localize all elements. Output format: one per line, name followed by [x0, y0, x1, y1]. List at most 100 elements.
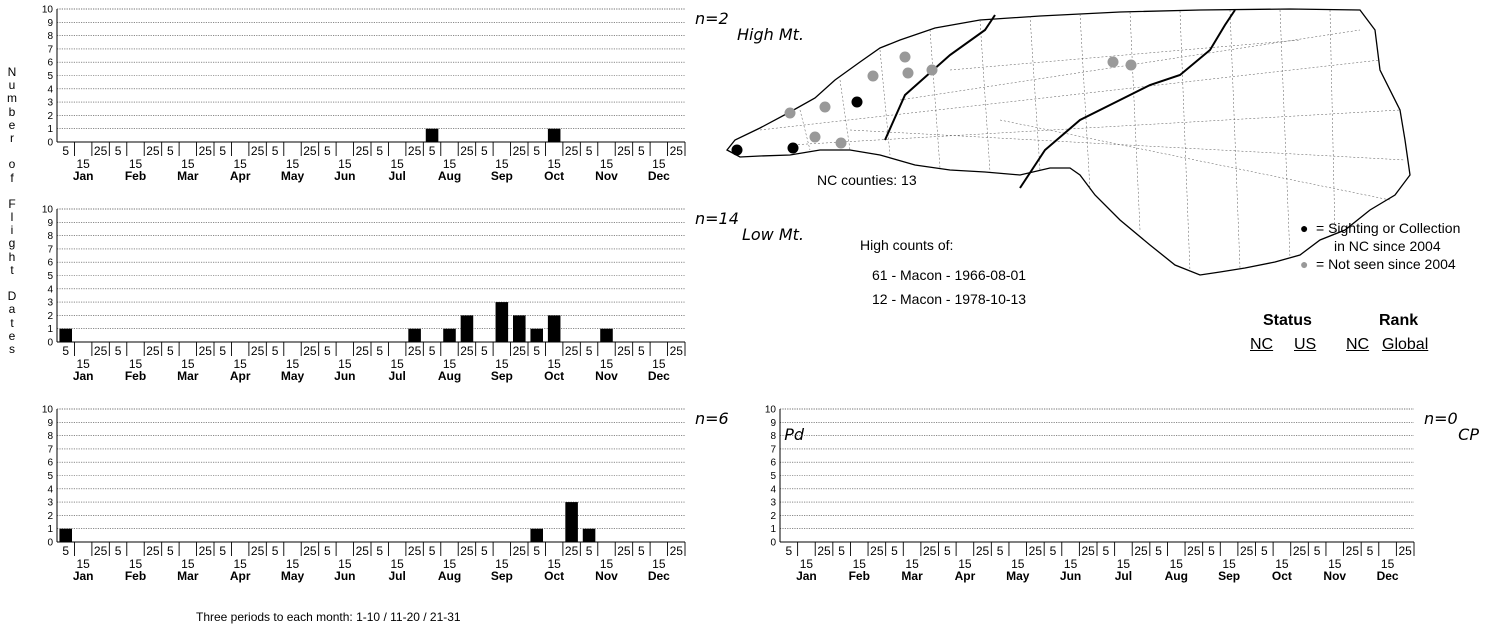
period-tick-label: 15	[958, 557, 972, 571]
period-tick-label: 5	[324, 144, 331, 158]
period-tick-label: 15	[1381, 557, 1395, 571]
region-label: CP	[1458, 425, 1479, 444]
y-tick-label: 2	[47, 311, 53, 322]
period-tick-label: 25	[617, 344, 631, 358]
month-label: Apr	[230, 169, 251, 183]
period-tick-label: 15	[76, 157, 90, 171]
nc-map	[726, 8, 1411, 276]
y-tick-label: 4	[770, 484, 776, 495]
y-tick-label: 7	[47, 444, 53, 455]
period-tick-label: 15	[286, 157, 300, 171]
period-tick-label: 25	[146, 144, 160, 158]
period-tick-label: 15	[1222, 557, 1236, 571]
month-label: Jan	[73, 369, 94, 383]
month-label: Aug	[438, 569, 461, 583]
period-tick-label: 5	[219, 344, 226, 358]
month-label: May	[281, 169, 305, 183]
bar	[59, 328, 73, 342]
month-label: Oct	[1272, 569, 1292, 583]
period-tick-label: 25	[251, 544, 265, 558]
period-tick-label: 15	[181, 157, 195, 171]
y-tick-label: 6	[770, 458, 776, 469]
month-label: Nov	[595, 169, 618, 183]
period-tick-label: 5	[1102, 544, 1109, 558]
period-tick-label: 25	[1187, 544, 1201, 558]
period-tick-label: 25	[617, 544, 631, 558]
period-tick-label: 25	[146, 544, 160, 558]
y-tick-label: 0	[47, 138, 53, 149]
period-tick-label: 25	[251, 144, 265, 158]
bar	[460, 315, 474, 342]
region-label: High Mt.	[737, 25, 804, 44]
period-tick-label: 5	[481, 544, 488, 558]
period-tick-label: 15	[547, 557, 561, 571]
period-tick-label: 5	[481, 344, 488, 358]
period-tick-label: 25	[356, 344, 370, 358]
y-tick-label: 10	[42, 205, 54, 216]
period-tick-label: 15	[1328, 557, 1342, 571]
month-label: Jul	[388, 369, 405, 383]
period-tick-label: 15	[443, 557, 457, 571]
period-tick-label: 25	[94, 544, 108, 558]
month-label: Dec	[648, 169, 670, 183]
y-tick-label: 8	[770, 431, 776, 442]
period-tick-label: 5	[586, 544, 593, 558]
month-label: Apr	[955, 569, 976, 583]
county-record-dot	[784, 107, 796, 119]
period-tick-label: 15	[800, 557, 814, 571]
period-tick-label: 5	[997, 544, 1004, 558]
county-record-dot	[902, 67, 914, 79]
region-label: Pd	[784, 425, 805, 444]
period-tick-label: 15	[547, 157, 561, 171]
month-label: Jan	[73, 169, 94, 183]
bar	[408, 328, 421, 342]
y-tick-label: 10	[42, 5, 54, 16]
y-tick-label: 6	[47, 258, 53, 269]
month-label: Jan	[796, 569, 817, 583]
bar	[530, 528, 544, 542]
y-tick-label: 10	[765, 405, 777, 416]
period-tick-label: 5	[324, 544, 331, 558]
y-tick-label: 5	[47, 471, 53, 482]
y-tick-label: 1	[47, 324, 53, 335]
month-label: Sep	[491, 369, 513, 383]
period-tick-label: 5	[1367, 544, 1374, 558]
period-tick-label: 25	[617, 144, 631, 158]
period-tick-label: 15	[181, 357, 195, 371]
month-label: Feb	[849, 569, 870, 583]
period-tick-label: 5	[167, 144, 174, 158]
county-record-dot	[787, 142, 799, 154]
bar	[600, 328, 613, 342]
n-count-label: n=6	[695, 409, 729, 428]
y-tick-label: 8	[47, 231, 53, 242]
period-tick-label: 15	[233, 157, 247, 171]
county-record-dot	[819, 101, 831, 113]
period-tick-label: 15	[286, 557, 300, 571]
y-tick-label: 0	[770, 538, 776, 549]
y-tick-label: 1	[47, 124, 53, 135]
y-tick-label: 4	[47, 484, 53, 495]
month-label: Jul	[388, 569, 405, 583]
map-dots	[731, 51, 1137, 156]
county-record-dot	[1125, 59, 1137, 71]
month-label: Aug	[1165, 569, 1188, 583]
period-tick-label: 25	[303, 544, 317, 558]
y-tick-label: 9	[47, 418, 53, 429]
month-label: Jun	[334, 569, 355, 583]
month-label: Jan	[73, 569, 94, 583]
period-tick-label: 5	[533, 144, 540, 158]
month-label: Mar	[901, 569, 923, 583]
month-label: Feb	[125, 369, 146, 383]
month-label: Feb	[125, 569, 146, 583]
period-tick-label: 25	[1346, 544, 1360, 558]
period-tick-label: 25	[94, 144, 108, 158]
period-tick-label: 5	[481, 144, 488, 158]
month-label: May	[281, 369, 305, 383]
month-label: Mar	[177, 169, 199, 183]
period-tick-label: 15	[76, 357, 90, 371]
y-tick-label: 8	[47, 431, 53, 442]
period-tick-label: 5	[324, 344, 331, 358]
county-record-dot	[899, 51, 911, 63]
